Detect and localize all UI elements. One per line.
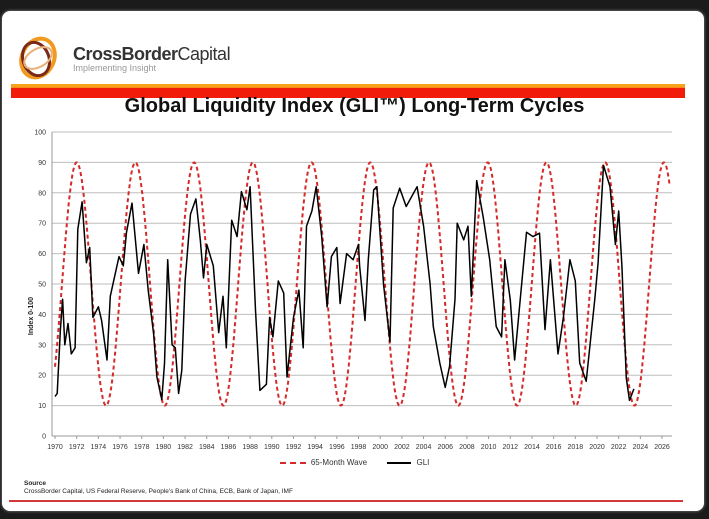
legend-gli-swatch: [387, 461, 412, 464]
y-tick-label: 30: [38, 342, 46, 349]
x-tick-label: 1986: [221, 444, 237, 451]
x-tick-label: 2004: [416, 444, 432, 451]
y-tick-label: 50: [38, 282, 46, 289]
header-color-bar: [11, 84, 685, 98]
series-65-month-wave: [54, 161, 671, 407]
y-tick-label: 100: [34, 130, 46, 137]
y-tick-label: 20: [38, 373, 46, 380]
slide-card: CrossBorderCapital Implementing Insight: [2, 11, 704, 511]
x-tick-label: 1990: [264, 444, 280, 451]
x-tick-label: 1980: [156, 444, 172, 451]
legend-wave-label: 65-Month Wave: [310, 458, 368, 468]
x-tick-label: 2020: [589, 444, 605, 451]
x-tick-label: 1984: [199, 444, 215, 451]
y-tick-label: 80: [38, 190, 46, 197]
y-tick-label: 0: [42, 434, 46, 441]
x-tick-label: 1996: [329, 444, 345, 451]
y-tick-label: 10: [38, 403, 46, 410]
brand-tagline: Implementing Insight: [73, 63, 157, 73]
x-tick-label: 2000: [372, 444, 388, 451]
x-tick-label: 1982: [177, 444, 193, 451]
x-tick-label: 2010: [481, 444, 497, 451]
x-tick-label: 2024: [633, 444, 649, 451]
y-axis-label: Index 0-100: [28, 297, 35, 335]
brand-name: CrossBorderCapital: [73, 44, 231, 65]
x-tick-label: 2016: [546, 444, 562, 451]
x-tick-label: 1994: [307, 444, 323, 451]
y-tick-label: 90: [38, 160, 46, 167]
x-tick-label: 2002: [394, 444, 410, 451]
y-tick-label: 60: [38, 251, 46, 258]
x-tick-label: 1998: [351, 444, 367, 451]
x-tick-label: 2012: [502, 444, 518, 451]
legend-gli-label: GLI: [416, 458, 430, 468]
footer-rule: [9, 500, 683, 502]
x-tick-label: 2008: [459, 444, 475, 451]
x-tick-label: 2022: [611, 444, 627, 451]
crossborder-logo: [19, 36, 57, 80]
chart-title: Global Liquidity Index (GLI™) Long-Term …: [124, 95, 585, 117]
x-tick-label: 2026: [654, 444, 670, 451]
chart-plot: 0 10 20 30 40 50 60 70 80 90 100 1970 1972 1974 1976 1…: [28, 130, 672, 451]
y-tick-label: 40: [38, 312, 46, 319]
legend-wave-swatch: [279, 461, 306, 464]
series-gli: [54, 164, 635, 402]
x-tick-label: 1974: [91, 444, 107, 451]
source-text: CrossBorder Capital, US Federal Reserve,…: [24, 488, 293, 495]
x-tick-label: 1970: [47, 444, 63, 451]
x-tick-label: 1988: [242, 444, 258, 451]
x-tick-label: 2014: [524, 444, 540, 451]
x-tick-label: 1972: [69, 444, 85, 451]
x-tick-label: 1976: [112, 444, 128, 451]
legend: 65-Month Wave GLI: [0, 458, 709, 467]
y-tick-label: 70: [38, 221, 46, 228]
x-tick-label: 2018: [568, 444, 584, 451]
x-tick-label: 2006: [437, 444, 453, 451]
brand-bold: CrossBorder: [73, 44, 178, 64]
brand-light: Capital: [177, 44, 231, 64]
x-tick-label: 1992: [286, 444, 302, 451]
source-heading: Source: [24, 480, 47, 487]
x-tick-label: 1978: [134, 444, 150, 451]
